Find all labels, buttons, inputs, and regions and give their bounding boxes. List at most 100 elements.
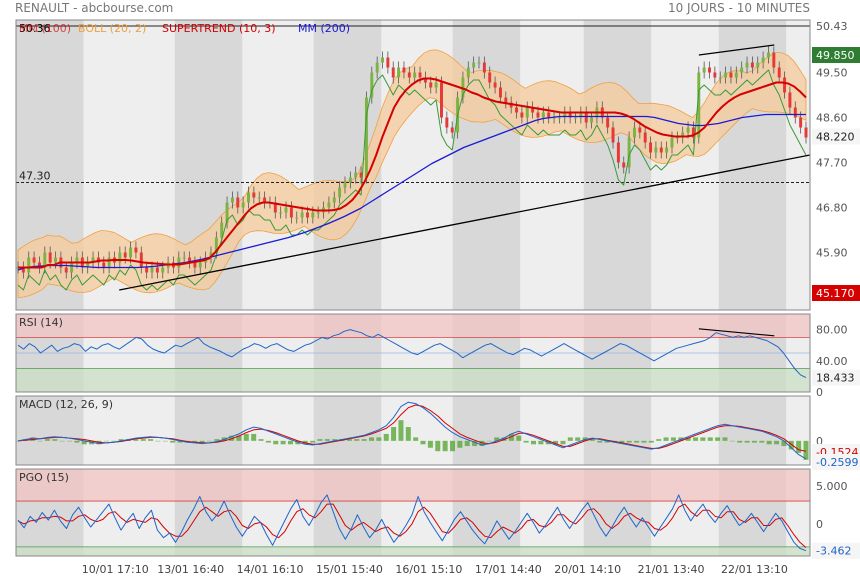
- macd-histogram-bar: [162, 440, 168, 442]
- macd-histogram-bar: [229, 435, 235, 441]
- panel-tick-label: 40.00: [816, 355, 848, 368]
- macd-histogram-bar: [589, 439, 595, 441]
- macd-histogram-bar: [361, 439, 367, 441]
- macd-histogram-bar: [405, 427, 411, 441]
- candle: [686, 127, 690, 133]
- price-tick-label: 50.43: [816, 20, 848, 33]
- panel-tick-label: 0: [816, 518, 823, 531]
- panel-title: PGO (15): [19, 471, 69, 484]
- candle: [724, 72, 728, 78]
- candle: [804, 127, 808, 138]
- panel-tick-label: 80.00: [816, 324, 848, 337]
- x-tick-label: 21/01 13:40: [638, 563, 705, 576]
- candle: [536, 112, 540, 118]
- candle: [300, 212, 304, 218]
- macd-histogram-bar: [413, 437, 419, 441]
- legend-item: SUPERTREND (10, 3): [162, 22, 276, 35]
- macd-histogram-bar: [523, 440, 529, 443]
- panel-tick-label: 0: [816, 435, 823, 448]
- macd-histogram-bar: [258, 439, 264, 441]
- macd-histogram-bar: [251, 433, 257, 441]
- macd-histogram-bar: [729, 440, 735, 442]
- session-band: [718, 396, 787, 465]
- macd-histogram-bar: [494, 437, 500, 441]
- candle: [498, 87, 502, 98]
- macd-histogram-bar: [148, 439, 154, 441]
- macd-histogram-bar: [140, 439, 146, 441]
- candle: [606, 117, 610, 128]
- macd-histogram-bar: [751, 440, 757, 443]
- lower-price-badge: 45.170: [816, 287, 855, 300]
- macd-histogram-bar: [37, 440, 43, 442]
- macd-histogram-bar: [324, 439, 330, 441]
- pgo-signal-line: [17, 503, 807, 548]
- x-tick-label: 15/01 15:40: [316, 563, 383, 576]
- candle: [252, 192, 256, 198]
- candle: [407, 72, 411, 78]
- candle: [627, 137, 631, 168]
- macd-histogram-bar: [641, 440, 647, 443]
- panel-title: MACD (12, 26, 9): [19, 398, 113, 411]
- candle: [734, 72, 738, 78]
- candle: [96, 257, 100, 263]
- macd-histogram-bar: [81, 440, 87, 445]
- price-tick-label: 49.50: [816, 67, 848, 80]
- last-price-badge-bg: [812, 128, 860, 145]
- pgo-last-badge-bg: [812, 542, 860, 559]
- macd-histogram-bar: [310, 440, 316, 443]
- candle: [472, 62, 476, 68]
- price-tick-label: 46.80: [816, 202, 848, 215]
- candle: [702, 67, 706, 73]
- macd-histogram-bar: [67, 440, 73, 442]
- macd-histogram-bar: [155, 440, 161, 442]
- macd-histogram-bar: [567, 437, 573, 441]
- price-tick-label: 45.90: [816, 247, 848, 260]
- candle: [750, 62, 754, 68]
- candle: [338, 187, 342, 198]
- macd-histogram-bar: [52, 439, 58, 441]
- macd-histogram-bar: [486, 440, 492, 442]
- candle: [590, 117, 594, 123]
- macd-histogram-bar: [214, 439, 220, 441]
- candle: [563, 112, 567, 118]
- candle: [370, 72, 374, 98]
- candle: [670, 137, 674, 148]
- x-tick-label: 14/01 16:10: [237, 563, 304, 576]
- macd-histogram-bar: [685, 437, 691, 441]
- macd-histogram-bar: [700, 437, 706, 441]
- macd-histogram-bar: [354, 439, 360, 441]
- macd-histogram-bar: [133, 439, 139, 441]
- candle: [193, 262, 197, 268]
- upper-price-badge-bg: [812, 47, 860, 63]
- candle: [557, 117, 561, 119]
- pgo-line: [17, 494, 807, 552]
- macd-histogram-bar: [508, 433, 514, 441]
- macd-histogram-bar: [803, 440, 809, 460]
- candle: [450, 127, 454, 133]
- candle: [525, 107, 529, 118]
- macd-histogram-bar: [442, 440, 448, 452]
- supertrend-line: [17, 69, 807, 291]
- macd-histogram-bar: [243, 433, 249, 441]
- candle: [37, 262, 41, 268]
- candle: [220, 222, 224, 238]
- candle: [579, 112, 583, 118]
- candle: [327, 202, 331, 208]
- candle: [375, 62, 379, 73]
- candle: [681, 132, 685, 138]
- macd-last-badge: -0.2599: [816, 456, 858, 469]
- last-price-badge: 48.220: [816, 131, 855, 144]
- macd-histogram-bar: [766, 440, 772, 445]
- macd-histogram-bar: [516, 435, 522, 441]
- macd-histogram-bar: [464, 440, 470, 447]
- rsi-last-badge: 18.433: [816, 372, 855, 385]
- price-panel: 47.30 50.43 49.50 48.60 47.70 46.80 45.90 50.36…: [15, 19, 860, 311]
- macd-histogram-bar: [199, 440, 205, 443]
- candle: [638, 127, 642, 133]
- price-tick-label: 48.60: [816, 112, 848, 125]
- macd-histogram-bar: [391, 427, 397, 441]
- rsi-last-badge-bg: [812, 369, 860, 386]
- macd-histogram-bar: [332, 439, 338, 441]
